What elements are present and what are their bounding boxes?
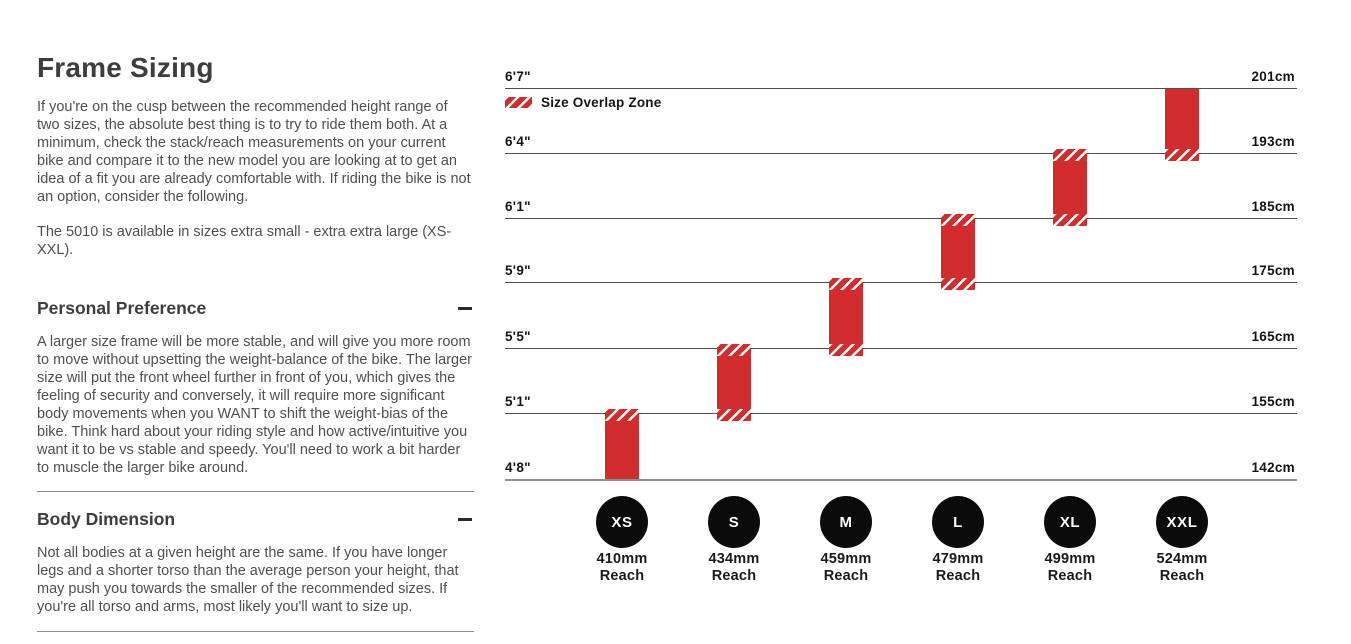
reach-unit-label: Reach [935, 568, 981, 584]
reach-unit-label: Reach [599, 568, 645, 584]
section-divider [37, 631, 474, 632]
reach-label: 479mm Reach [903, 551, 1013, 585]
legend-label: Size Overlap Zone [541, 95, 662, 110]
reach-label: 499mm Reach [1015, 551, 1125, 585]
section-title-personal-preference: Personal Preference [37, 298, 207, 318]
page-title: Frame Sizing [37, 52, 214, 83]
gridline [505, 479, 1297, 481]
size-bar [717, 344, 751, 421]
size-circle: M [820, 496, 872, 548]
size-circle: L [932, 496, 984, 548]
height-label-metric: 165cm [1251, 329, 1295, 344]
overlap-zone-swatch-icon [505, 97, 532, 108]
reach-value: 479mm [932, 551, 984, 567]
overlap-zone-top [605, 409, 639, 421]
size-circle-label: XXL [1166, 513, 1198, 531]
reach-label: 410mm Reach [567, 551, 677, 585]
overlap-zone-top [941, 214, 975, 226]
reach-label: 459mm Reach [791, 551, 901, 585]
chart-legend: Size Overlap Zone [505, 95, 661, 110]
info-column: Frame Sizing If you're on the cusp betwe… [37, 52, 474, 632]
availability-paragraph: The 5010 is available in sizes extra sma… [37, 224, 452, 258]
height-label-imperial: 4'8" [505, 460, 531, 475]
size-circle-label: S [728, 513, 740, 531]
collapse-minus-icon[interactable] [458, 517, 472, 521]
overlap-zone-bottom [1053, 214, 1087, 226]
overlap-zone-top [829, 278, 863, 290]
height-label-metric: 155cm [1251, 394, 1295, 409]
reach-unit-label: Reach [1159, 568, 1205, 584]
reach-value: 524mm [1156, 551, 1208, 567]
height-label-metric: 185cm [1251, 199, 1295, 214]
overlap-zone-bottom [717, 409, 751, 421]
overlap-zone-bottom [829, 344, 863, 356]
height-label-imperial: 6'4" [505, 134, 531, 149]
body-dimension-body: Not all bodies at a given height are the… [37, 545, 459, 615]
reach-unit-label: Reach [823, 568, 869, 584]
personal-preference-body: A larger size frame will be more stable,… [37, 334, 472, 476]
gridline [505, 153, 1297, 154]
gridline [505, 413, 1297, 414]
height-label-imperial: 6'7" [505, 69, 531, 84]
size-circle-label: M [839, 513, 853, 531]
gridline [505, 218, 1297, 219]
accordion-header-body-dimension[interactable]: Body Dimension [37, 508, 474, 530]
reach-unit-label: Reach [1047, 568, 1093, 584]
size-bar [1053, 149, 1087, 226]
size-circle-label: XS [611, 513, 633, 531]
overlap-zone-top [1053, 149, 1087, 161]
gridline [505, 348, 1297, 349]
height-label-imperial: 6'1" [505, 199, 531, 214]
intro-paragraph: If you're on the cusp between the recomm… [37, 99, 471, 205]
size-bar [605, 409, 639, 479]
overlap-zone-bottom [941, 278, 975, 290]
overlap-zone-top [717, 344, 751, 356]
reach-unit-label: Reach [711, 568, 757, 584]
size-bar [829, 278, 863, 356]
section-title-body-dimension: Body Dimension [37, 509, 176, 529]
size-circle-label: L [953, 513, 963, 531]
height-label-imperial: 5'1" [505, 394, 531, 409]
accordion-header-personal-preference[interactable]: Personal Preference [37, 297, 474, 319]
height-label-metric: 193cm [1251, 134, 1295, 149]
reach-value: 459mm [820, 551, 872, 567]
height-label-imperial: 5'5" [505, 329, 531, 344]
reach-value: 410mm [596, 551, 648, 567]
reach-value: 434mm [708, 551, 760, 567]
gridline [505, 88, 1297, 89]
collapse-minus-icon[interactable] [458, 306, 472, 310]
size-circle: S [708, 496, 760, 548]
size-bar [1165, 89, 1199, 161]
size-circle: XS [596, 496, 648, 548]
size-bar [941, 214, 975, 290]
height-label-metric: 175cm [1251, 263, 1295, 278]
height-label-imperial: 5'9" [505, 263, 531, 278]
reach-label: 524mm Reach [1127, 551, 1237, 585]
height-label-metric: 142cm [1251, 460, 1295, 475]
height-label-metric: 201cm [1251, 69, 1295, 84]
size-circle: XL [1044, 496, 1096, 548]
gridline [505, 282, 1297, 283]
section-divider [37, 491, 474, 492]
reach-value: 499mm [1044, 551, 1096, 567]
reach-label: 434mm Reach [679, 551, 789, 585]
size-circle: XXL [1156, 496, 1208, 548]
size-circle-label: XL [1059, 513, 1081, 531]
overlap-zone-bottom [1165, 149, 1199, 161]
